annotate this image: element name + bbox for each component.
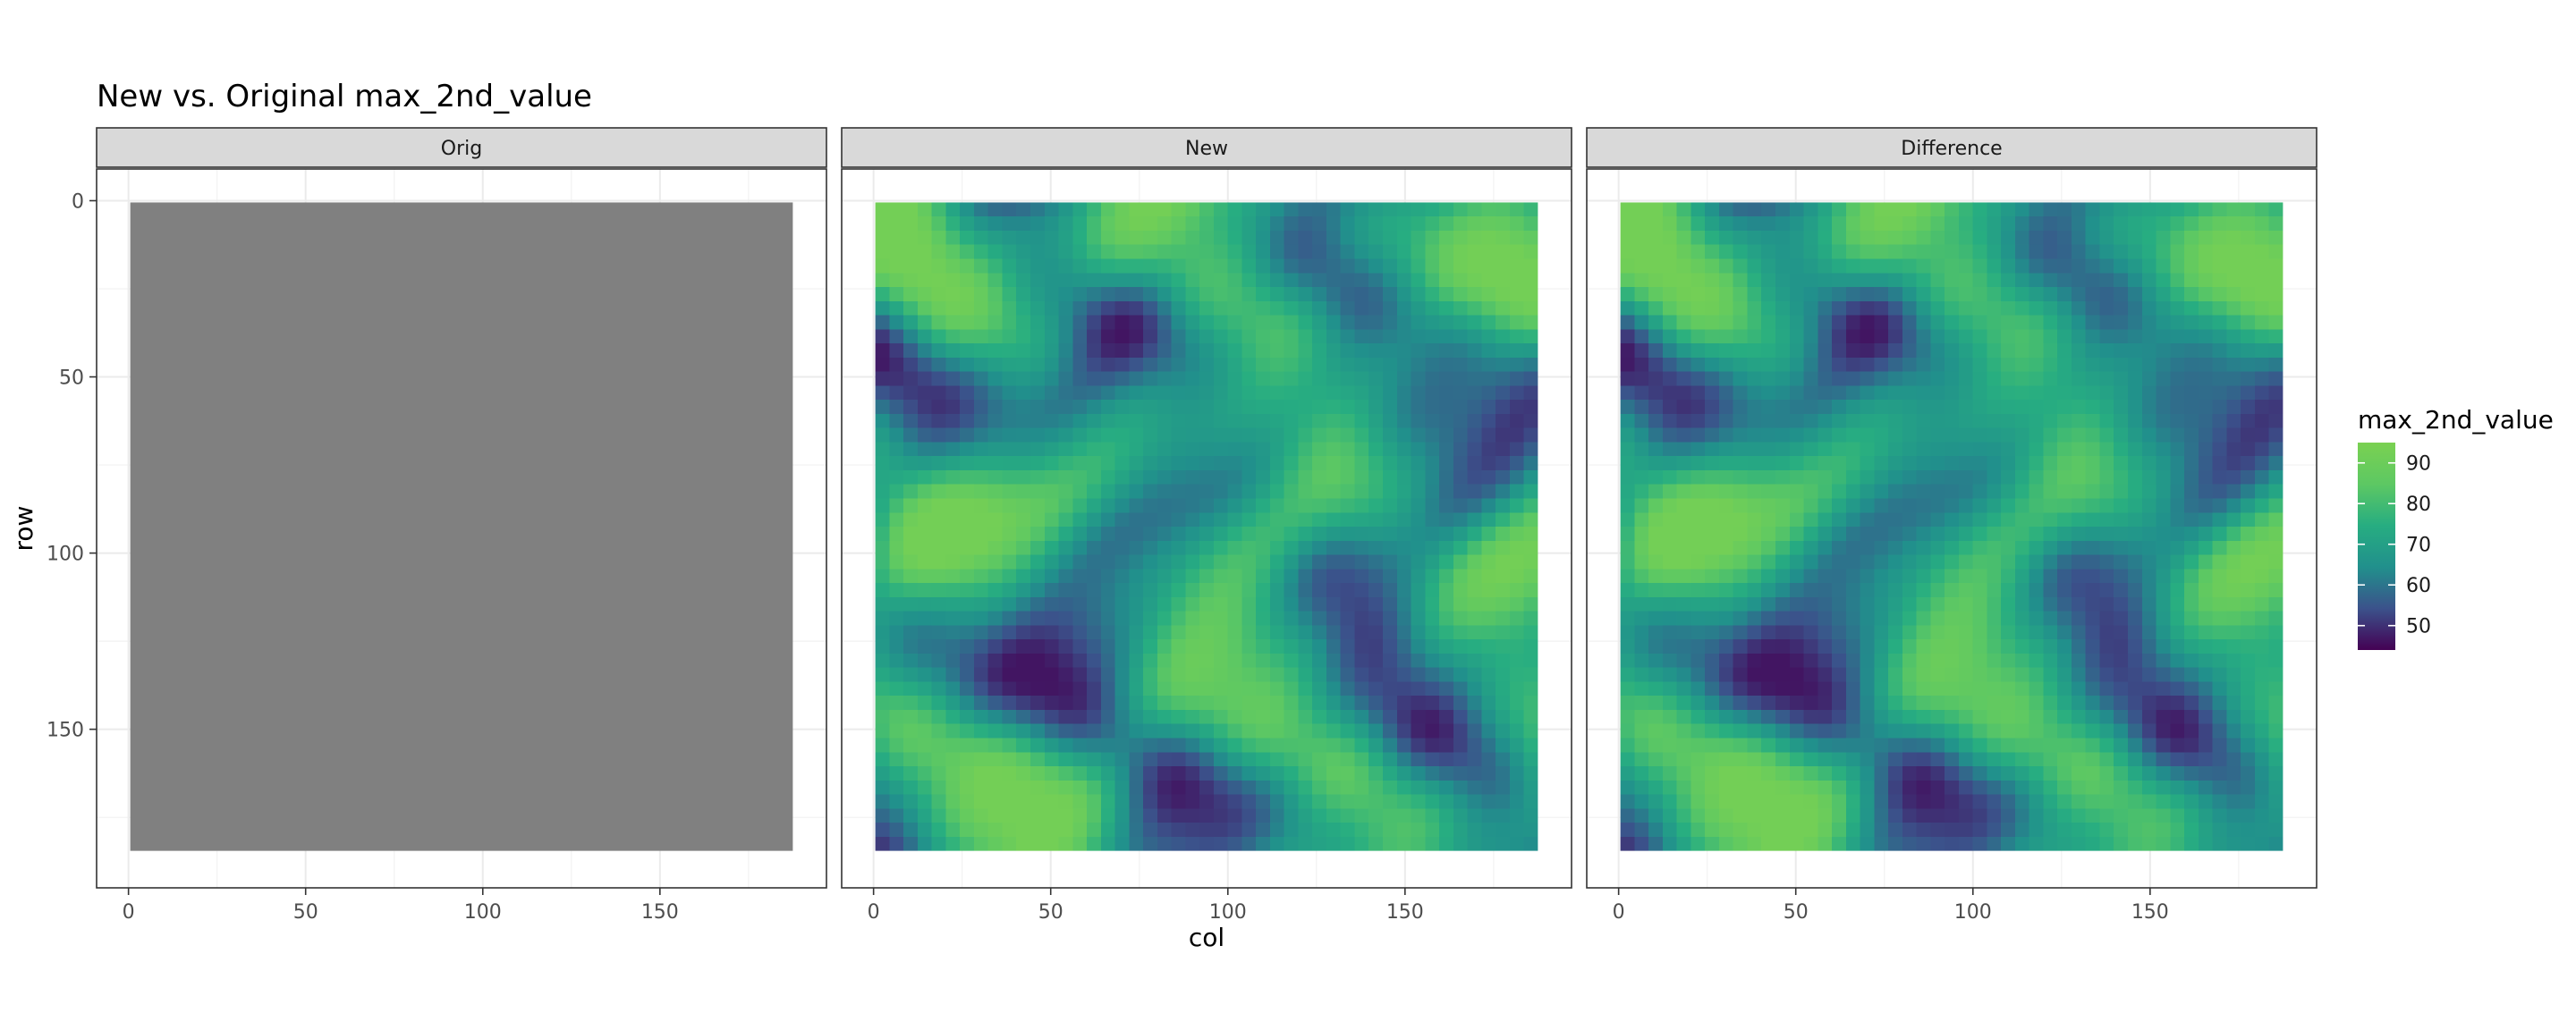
facet-panel-new: New 0 50 100 150 — [841, 127, 1572, 924]
heatmap-constant-tile — [130, 202, 793, 851]
x-tick-label: 0 — [868, 901, 880, 924]
x-axis-ticks: 0 50 100 150 — [868, 888, 1424, 924]
x-tick-label: 150 — [2131, 901, 2169, 924]
y-tick-label: 0 — [72, 190, 84, 213]
x-tick-label: 50 — [293, 901, 318, 924]
y-axis-title: row — [9, 506, 38, 552]
facet-panels: Orig 0 50 100 150 New 0 50 100 150 Difference 0 50 10… — [96, 127, 2318, 924]
panel-border — [1586, 168, 2318, 889]
x-tick-label: 0 — [123, 901, 135, 924]
x-tick-label: 100 — [1209, 901, 1247, 924]
y-tick-label: 50 — [59, 367, 84, 390]
legend-tick-label: 70 — [2406, 535, 2431, 557]
x-tick-label: 0 — [1613, 901, 1625, 924]
facet-strip-label: Orig — [441, 138, 482, 160]
facet-strip — [1586, 127, 2318, 168]
legend-tick-label: 60 — [2406, 575, 2431, 597]
panel-border — [841, 168, 1572, 889]
facet-panel-difference: Difference 0 50 100 150 — [1586, 127, 2318, 924]
legend-colorbar-fill — [2358, 443, 2395, 650]
facet-panel-orig: Orig 0 50 100 150 — [96, 127, 827, 924]
facet-strip — [96, 127, 827, 168]
legend-title: max_2nd_value — [2358, 405, 2554, 435]
facet-strip-label: Difference — [1901, 138, 2002, 160]
x-tick-label: 150 — [1386, 901, 1424, 924]
legend-tick-label: 80 — [2406, 494, 2431, 516]
panel-border — [96, 168, 827, 889]
legend-colorbar — [2358, 443, 2395, 650]
color-legend: max_2nd_value 90 80 70 60 50 — [2358, 405, 2554, 650]
x-axis-ticks: 0 50 100 150 — [123, 888, 679, 924]
x-tick-label: 100 — [464, 901, 502, 924]
facet-strip — [841, 127, 1572, 168]
x-tick-label: 100 — [1954, 901, 1992, 924]
facet-strip-label: New — [1185, 138, 1228, 160]
y-tick-label: 100 — [47, 544, 84, 566]
x-tick-label: 50 — [1038, 901, 1063, 924]
legend-ticks: 90 80 70 60 50 — [2358, 453, 2431, 638]
heatmap-raster — [1620, 202, 2284, 851]
y-axis: 0 50 100 150 — [47, 190, 97, 742]
x-tick-label: 50 — [1784, 901, 1809, 924]
chart-title: New vs. Original max_2nd_value — [97, 79, 592, 114]
x-axis-title: col — [1189, 923, 1224, 952]
x-tick-label: 150 — [641, 901, 679, 924]
legend-tick-label: 50 — [2406, 616, 2431, 638]
legend-tick-label: 90 — [2406, 453, 2431, 476]
x-axis-ticks: 0 50 100 150 — [1613, 888, 2169, 924]
y-tick-label: 150 — [47, 720, 84, 742]
heatmap-raster — [875, 202, 1538, 851]
